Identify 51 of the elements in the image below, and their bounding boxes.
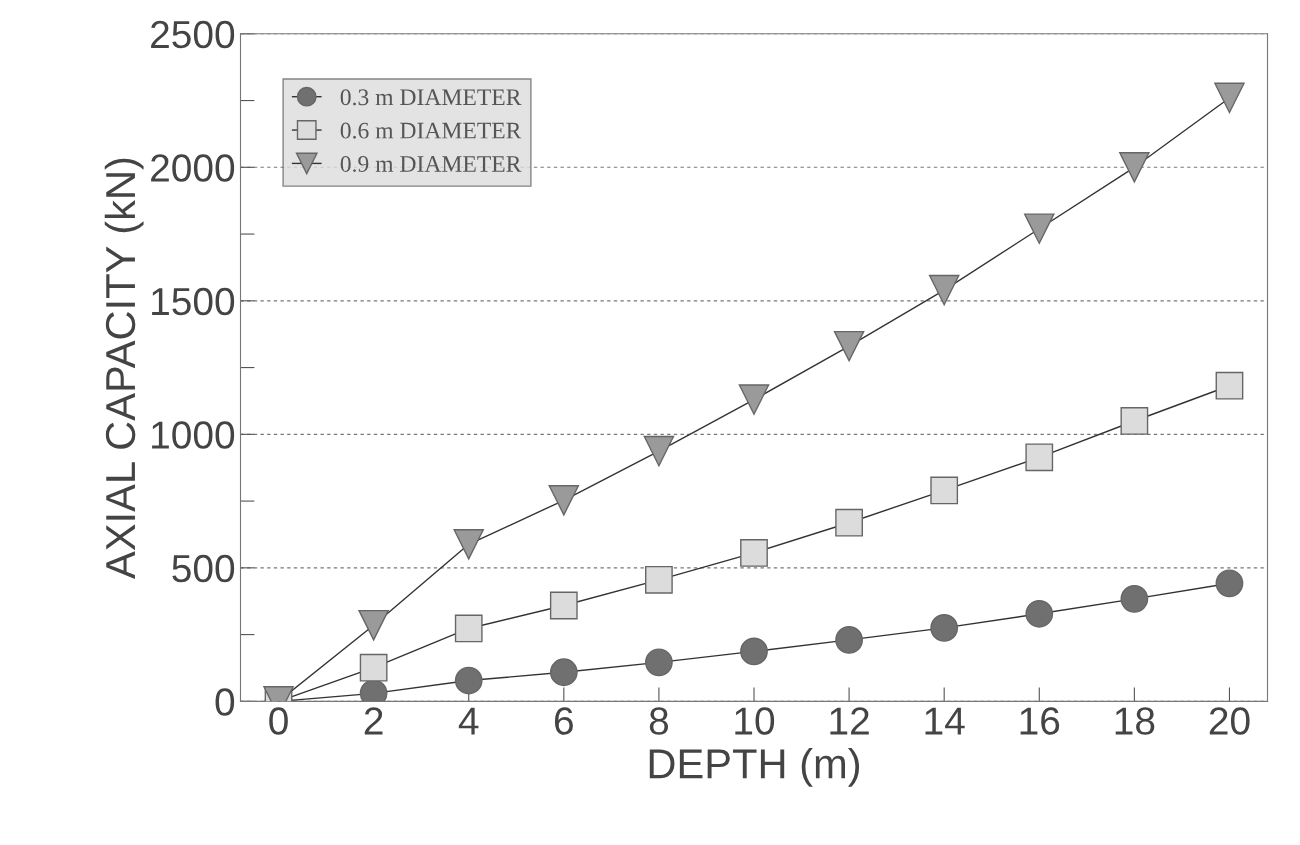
y-axis-title: AXIAL CAPACITY (kN)	[104, 158, 144, 579]
point	[928, 274, 960, 306]
point	[549, 658, 578, 687]
point	[740, 538, 768, 567]
point	[453, 529, 485, 560]
point	[1215, 371, 1244, 400]
point	[1215, 569, 1244, 598]
point	[359, 653, 388, 682]
point	[454, 614, 483, 643]
point	[643, 435, 675, 467]
x-tick-label: 8	[649, 707, 669, 735]
x-tick-label: 18	[1115, 707, 1155, 735]
point	[1120, 407, 1149, 435]
point	[833, 330, 865, 362]
point	[835, 626, 863, 654]
y-tick-label: 2500	[151, 20, 235, 49]
point	[1119, 152, 1150, 183]
point	[549, 591, 578, 620]
point	[930, 476, 959, 505]
x-axis-title: DEPTH (m)	[649, 748, 860, 787]
legend-label: 0.6 m DIAMETER	[340, 122, 522, 139]
y-tick-label: 1000	[152, 421, 235, 449]
point	[454, 666, 483, 695]
y-tick-label: 2000	[151, 154, 235, 182]
point	[645, 565, 673, 594]
legend-label: 0.3 m DIAMETER	[340, 89, 522, 106]
y-tick-label: 0	[215, 688, 235, 716]
x-tick-label: 0	[269, 707, 288, 735]
point	[1025, 599, 1054, 628]
point	[738, 384, 770, 415]
x-tick-label: 20	[1209, 707, 1250, 735]
point	[358, 609, 389, 641]
point	[835, 508, 863, 537]
x-tick-label: 14	[925, 707, 965, 735]
legend-label: 0.9 m DIAMETER	[340, 155, 522, 173]
y-tick-label: 1500	[152, 287, 235, 316]
x-tick-label: 10	[735, 707, 775, 735]
point	[1214, 82, 1245, 114]
x-tick-label: 12	[830, 707, 869, 735]
point	[740, 637, 768, 666]
x-tick-label: 6	[554, 707, 573, 735]
point	[1023, 213, 1055, 245]
point	[930, 614, 959, 642]
point	[1025, 443, 1054, 472]
y-tick-label: 500	[172, 554, 235, 583]
x-tick-label: 4	[458, 707, 479, 735]
x-tick-label: 2	[364, 707, 383, 735]
point	[548, 485, 580, 516]
point	[645, 648, 673, 677]
x-tick-label: 16	[1020, 707, 1060, 735]
point	[1120, 584, 1149, 613]
